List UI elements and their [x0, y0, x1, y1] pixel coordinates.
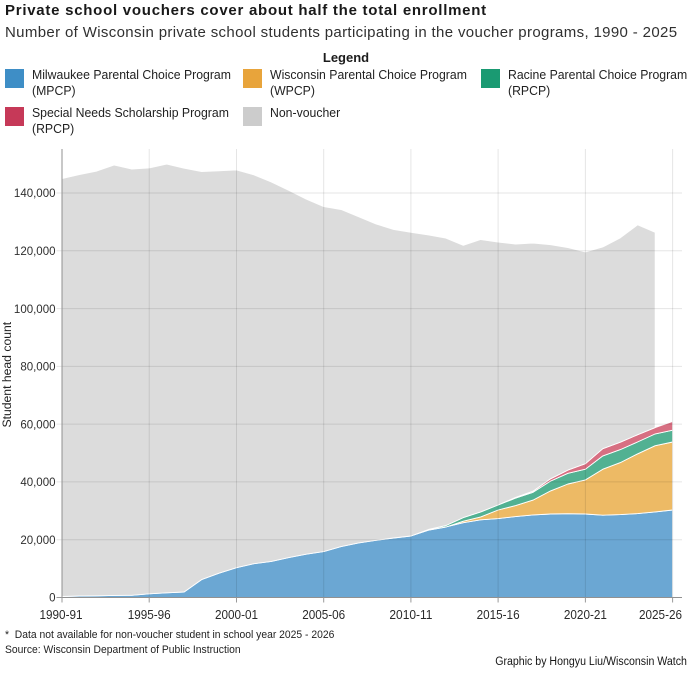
- svg-text:1995-96: 1995-96: [128, 608, 171, 622]
- svg-text:2015-16: 2015-16: [477, 608, 520, 622]
- svg-text:1990-91: 1990-91: [40, 608, 83, 622]
- svg-text:40,000: 40,000: [20, 477, 55, 489]
- svg-text:100,000: 100,000: [14, 304, 56, 316]
- svg-text:2020-21: 2020-21: [564, 608, 607, 622]
- svg-text:2000-01: 2000-01: [215, 608, 258, 622]
- svg-text:2005-06: 2005-06: [302, 608, 345, 622]
- svg-text:60,000: 60,000: [20, 419, 55, 431]
- svg-text:20,000: 20,000: [20, 535, 55, 547]
- svg-text:0: 0: [49, 593, 55, 605]
- svg-text:140,000: 140,000: [14, 188, 56, 200]
- svg-text:120,000: 120,000: [14, 246, 56, 258]
- svg-text:Student head count: Student head count: [0, 321, 14, 427]
- svg-text:2010-11: 2010-11: [389, 608, 432, 622]
- svg-text:80,000: 80,000: [20, 362, 55, 374]
- svg-text:2025-26: 2025-26: [639, 608, 682, 622]
